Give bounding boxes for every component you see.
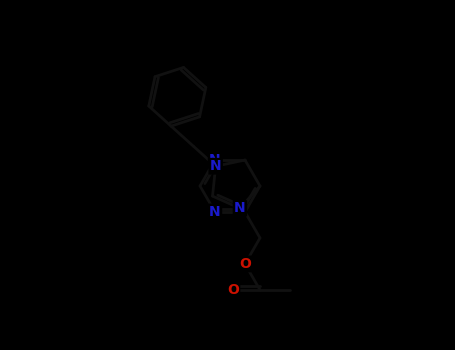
Text: N: N: [234, 201, 246, 215]
Text: N: N: [209, 153, 221, 167]
Text: O: O: [227, 283, 239, 297]
Text: O: O: [239, 257, 251, 271]
Text: N: N: [210, 159, 222, 173]
Text: N: N: [209, 205, 221, 219]
